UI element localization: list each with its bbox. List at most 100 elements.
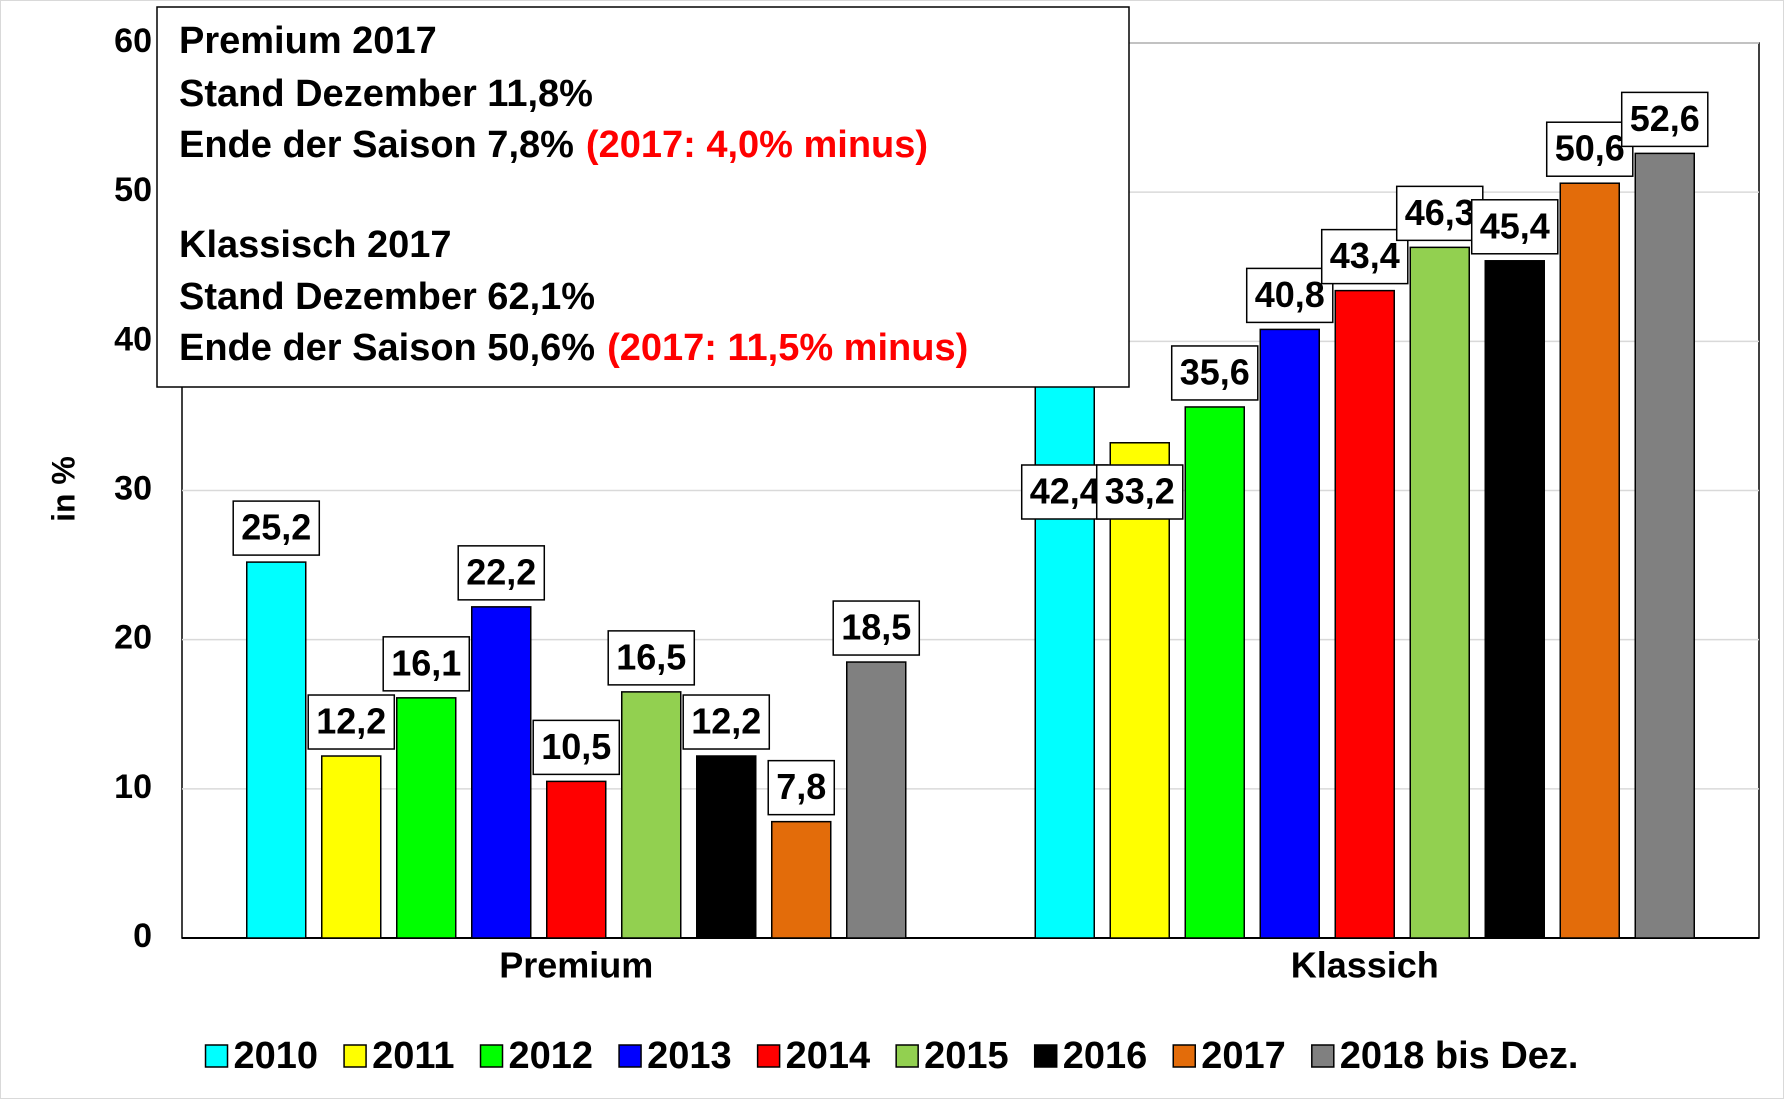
annotation-line: Stand Dezember 62,1% — [179, 276, 595, 318]
annotation-text: Ende der Saison 50,6% — [179, 327, 595, 369]
data-label-text: 35,6 — [1180, 351, 1250, 392]
data-label-box — [1620, 91, 1709, 148]
data-label-text: 33,2 — [1105, 471, 1175, 512]
annotation-text: Ende der Saison 7,8% — [179, 124, 574, 166]
legend-label: 2010 — [234, 1035, 319, 1077]
legend-swatch — [343, 1044, 367, 1068]
data-label-box — [1245, 267, 1334, 324]
data-label-box — [382, 636, 471, 692]
data-label: 16,1 — [382, 636, 471, 692]
y-tick-label: 0 — [133, 917, 152, 955]
data-label-box — [1170, 345, 1259, 401]
legend-label: 2015 — [924, 1035, 1009, 1077]
data-label: 10,5 — [532, 719, 621, 776]
data-label-box — [1395, 185, 1484, 242]
data-label: 40,8 — [1245, 267, 1334, 324]
data-label-text: 42,4 — [1030, 471, 1100, 512]
legend-label: 2011 — [372, 1035, 454, 1077]
data-label-text: 12,2 — [691, 701, 761, 742]
data-label: 52,6 — [1620, 91, 1709, 148]
bar — [321, 755, 382, 939]
data-label-text: 16,1 — [391, 642, 461, 683]
data-label-box — [682, 694, 771, 750]
annotation-line: Stand Dezember 11,8% — [179, 73, 593, 115]
x-tick-label: Premium — [499, 945, 653, 986]
data-label: 46,3 — [1395, 185, 1484, 242]
bar — [1259, 328, 1320, 939]
legend-swatch — [895, 1044, 919, 1068]
data-label-box — [307, 694, 396, 750]
data-label: 45,4 — [1470, 199, 1559, 255]
bar — [1334, 289, 1395, 939]
legend-swatch — [479, 1044, 504, 1068]
data-label-box — [1320, 228, 1409, 285]
data-label-box — [232, 500, 321, 556]
y-axis-label: in % — [45, 456, 81, 522]
data-label-text: 46,3 — [1405, 192, 1475, 233]
bar — [621, 691, 682, 939]
data-label-text: 52,6 — [1630, 98, 1700, 139]
bar — [471, 606, 532, 939]
data-label-text: 40,8 — [1255, 274, 1325, 315]
data-label-box — [1095, 464, 1184, 520]
annotation-highlight: (2017: 4,0% minus) — [586, 124, 928, 166]
data-label-box — [1470, 199, 1559, 255]
annotation-line: Premium 2017 — [179, 20, 437, 62]
y-tick-label: 40 — [114, 320, 152, 358]
data-label: 42,4 — [1020, 464, 1109, 520]
legend-label: 2013 — [647, 1035, 732, 1077]
data-label: 35,6 — [1170, 345, 1259, 401]
x-tick-label: Klassich — [1291, 945, 1439, 986]
legend-label: 2012 — [509, 1035, 594, 1077]
data-label: 18,5 — [832, 600, 921, 656]
data-label: 50,6 — [1545, 121, 1634, 177]
annotation-box — [156, 6, 1130, 388]
data-label-text: 43,4 — [1330, 235, 1400, 276]
data-label: 25,2 — [232, 500, 321, 556]
data-label-box — [767, 759, 836, 816]
legend-swatch — [1311, 1044, 1335, 1068]
data-label-box — [832, 600, 921, 656]
data-label-text: 18,5 — [841, 607, 911, 648]
annotation-text: Stand Dezember 11,8% — [179, 73, 593, 115]
y-tick-label: 30 — [114, 469, 152, 507]
data-label: 12,2 — [682, 694, 771, 750]
bar — [846, 661, 907, 939]
y-tick-label: 10 — [114, 768, 152, 806]
annotation-text: Stand Dezember 62,1% — [179, 276, 595, 318]
bar — [696, 755, 757, 939]
data-label-text: 7,8 — [776, 766, 826, 807]
bar — [1184, 406, 1245, 939]
data-label-text: 22,2 — [466, 551, 536, 592]
bar — [546, 780, 607, 939]
annotation-line: Ende der Saison 50,6% (2017: 11,5% minus) — [179, 327, 968, 369]
legend: 2010 2011 2012 2013 2014 2015 2016 2017 2018 bis… — [204, 1035, 1579, 1077]
data-label: 16,5 — [607, 630, 696, 686]
legend-label: 2017 — [1201, 1035, 1286, 1077]
bar — [1034, 304, 1095, 939]
y-tick-label: 50 — [114, 171, 152, 209]
bar — [1109, 442, 1170, 939]
legend-swatch — [618, 1044, 642, 1068]
data-label-box — [457, 545, 546, 601]
bar — [246, 561, 307, 939]
legend-swatch — [204, 1044, 229, 1068]
data-label: 7,8 — [767, 759, 836, 816]
legend-label: 2018 bis Dez. — [1340, 1035, 1579, 1077]
y-tick-label: 20 — [114, 619, 152, 657]
data-label-text: 50,6 — [1555, 128, 1625, 169]
annotation-highlight: (2017: 11,5% minus) — [607, 327, 968, 369]
data-label-text: 45,4 — [1480, 205, 1550, 246]
data-label-text: 10,5 — [541, 726, 611, 767]
bar — [396, 697, 457, 939]
bar — [1409, 246, 1470, 939]
data-label-box — [1020, 464, 1109, 520]
annotation-text: Klassisch 2017 — [179, 224, 452, 266]
data-label: 12,2 — [307, 694, 396, 750]
data-label: 22,2 — [457, 545, 546, 601]
data-label-text: 16,5 — [616, 636, 686, 677]
data-label-box — [1545, 121, 1634, 177]
legend-swatch — [756, 1044, 781, 1068]
annotation-line: Ende der Saison 7,8% (2017: 4,0% minus) — [179, 124, 928, 166]
